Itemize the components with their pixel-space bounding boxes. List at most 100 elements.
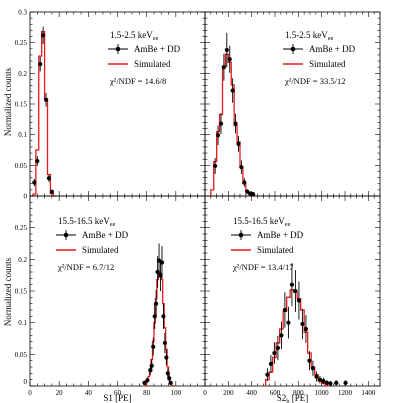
data-point bbox=[250, 192, 256, 197]
data-marker bbox=[167, 376, 172, 381]
data-point bbox=[286, 306, 291, 339]
x-tick-label: 100 bbox=[171, 389, 182, 397]
x-tick-label: 20 bbox=[56, 389, 64, 397]
y-tick-label: 0.05 bbox=[15, 162, 28, 170]
data-marker bbox=[334, 380, 339, 385]
data-marker bbox=[161, 314, 166, 319]
data-point bbox=[230, 78, 235, 103]
data-marker bbox=[162, 340, 167, 346]
data-marker bbox=[272, 350, 277, 356]
legend-data-marker bbox=[290, 46, 296, 52]
data-point bbox=[215, 125, 221, 146]
data-point bbox=[239, 160, 244, 174]
data-point bbox=[49, 189, 54, 194]
legend-sim-label: Simulated bbox=[82, 245, 119, 255]
data-marker bbox=[286, 320, 291, 325]
data-point bbox=[242, 178, 247, 187]
x-tick-label: 0 bbox=[203, 389, 207, 397]
data-marker bbox=[289, 282, 295, 287]
data-marker bbox=[300, 321, 305, 327]
data-marker bbox=[227, 57, 232, 62]
data-point bbox=[303, 315, 309, 343]
y-tick-label: 0.25 bbox=[15, 224, 28, 232]
y-tick-label: 0.15 bbox=[15, 288, 28, 296]
data-marker bbox=[164, 355, 169, 360]
data-marker bbox=[282, 307, 288, 313]
data-point bbox=[38, 56, 43, 72]
data-marker bbox=[310, 366, 316, 371]
data-point bbox=[289, 263, 295, 307]
data-point bbox=[275, 335, 281, 361]
x-tick-label: 1200 bbox=[338, 389, 353, 397]
chi2-label: χ²/NDF = 6.7/12 bbox=[57, 262, 114, 272]
y-tick-label: 0 bbox=[24, 378, 28, 386]
data-point bbox=[328, 380, 333, 386]
data-marker bbox=[43, 97, 49, 102]
data-marker bbox=[159, 260, 165, 265]
energy-label: 1.5-2.5 keVee bbox=[110, 30, 159, 42]
legend-data-label: AmBe + DD bbox=[309, 44, 356, 54]
panel-top-left: 0 0.05 0.1 0.15 0.2 0.25 0.3 1.5-2.5 keVee AmBe … bbox=[15, 9, 206, 201]
data-point bbox=[324, 380, 330, 386]
data-marker bbox=[233, 121, 238, 126]
data-point bbox=[227, 45, 232, 73]
data-point bbox=[164, 349, 169, 366]
data-point bbox=[282, 292, 288, 328]
x-tick-label: 40 bbox=[85, 389, 93, 397]
data-point bbox=[296, 281, 302, 320]
panel-frame bbox=[29, 195, 206, 387]
data-point bbox=[218, 113, 224, 135]
legend-data-marker bbox=[115, 46, 121, 52]
y-tick-label: 0.1 bbox=[18, 319, 27, 327]
y-axis-label-top: Normalized counts bbox=[3, 67, 13, 136]
x-tick-label: 1400 bbox=[361, 389, 376, 397]
data-marker bbox=[218, 121, 224, 126]
data-marker bbox=[38, 62, 43, 67]
data-marker bbox=[296, 298, 302, 303]
data-marker bbox=[213, 163, 218, 169]
y-tick-label: 0.15 bbox=[15, 101, 28, 109]
y-tick-label: 0.05 bbox=[15, 351, 28, 359]
data-marker bbox=[250, 192, 256, 197]
legend-sim-label: Simulated bbox=[257, 245, 294, 255]
data-point bbox=[221, 53, 226, 81]
data-point bbox=[46, 174, 52, 182]
data-point bbox=[151, 337, 156, 356]
data-marker bbox=[145, 378, 150, 383]
data-marker bbox=[265, 372, 270, 377]
data-point bbox=[154, 289, 159, 318]
data-point bbox=[41, 26, 46, 44]
energy-label: 1.5-2.5 keVee bbox=[285, 30, 334, 42]
y-tick-label: 0.3 bbox=[18, 9, 27, 17]
data-point bbox=[300, 308, 305, 340]
data-point bbox=[268, 354, 274, 373]
panel-top-right: 1.5-2.5 keVee AmBe + DD Simulated χ²/NDF = … bbox=[204, 11, 381, 197]
data-marker bbox=[236, 141, 241, 146]
data-point bbox=[293, 270, 298, 312]
chi2-label: χ²/NDF = 33.5/12 bbox=[284, 76, 345, 86]
legend-sim-label: Simulated bbox=[134, 59, 171, 69]
data-marker bbox=[343, 380, 348, 385]
chi2-label: χ²/NDF = 14.6/8 bbox=[109, 76, 166, 86]
data-point bbox=[279, 321, 284, 350]
data-marker bbox=[279, 333, 284, 338]
y-tick-label: 0.1 bbox=[18, 131, 27, 139]
data-point bbox=[334, 380, 339, 386]
data-marker bbox=[324, 380, 330, 385]
data-marker bbox=[314, 374, 319, 379]
data-point bbox=[317, 375, 323, 384]
data-point bbox=[145, 377, 150, 383]
data-marker bbox=[46, 176, 52, 181]
data-point bbox=[310, 360, 316, 376]
data-point bbox=[159, 246, 165, 279]
data-marker bbox=[230, 88, 235, 93]
data-marker bbox=[151, 344, 156, 349]
data-point bbox=[168, 380, 173, 385]
legend-data-marker bbox=[63, 232, 69, 238]
data-point bbox=[213, 157, 218, 174]
energy-label: 15.5-16.5 keVee bbox=[58, 216, 116, 228]
sim-histogram bbox=[30, 30, 57, 197]
y-tick-label: 0 bbox=[24, 193, 28, 201]
sim-histogram bbox=[210, 53, 255, 197]
